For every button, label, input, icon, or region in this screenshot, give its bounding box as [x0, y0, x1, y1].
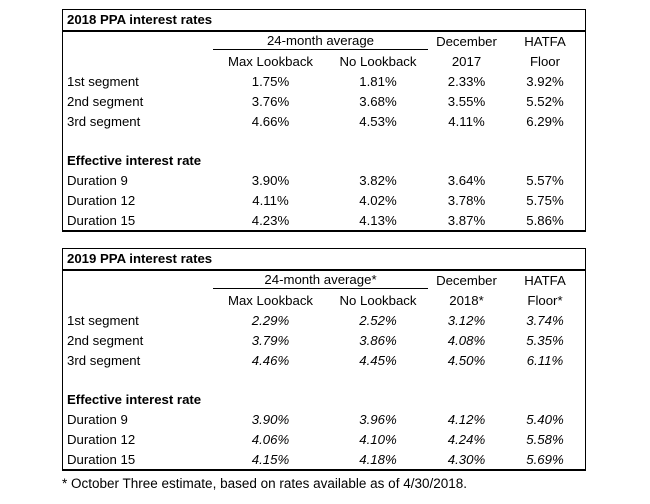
rate-value: 4.50%: [447, 352, 486, 368]
column-header-hatfa: HATFA: [524, 273, 566, 289]
table-2018-ppa-rates: 2018 PPA interest rates 24-month average…: [62, 9, 586, 232]
column-header-december: December: [436, 273, 497, 289]
rate-value: 3.82%: [359, 172, 397, 188]
rate-value: 5.52%: [526, 93, 564, 109]
rate-value: 5.69%: [526, 451, 564, 467]
empty-cell: [63, 131, 585, 151]
rate-value: 4.46%: [251, 352, 290, 368]
rate-value: 4.30%: [447, 451, 486, 467]
row-label: Duration 15: [67, 451, 136, 467]
column-group-header: 24-month average*: [213, 271, 428, 289]
rate-value: 3.12%: [447, 312, 486, 328]
row-label: Duration 9: [67, 411, 128, 427]
empty-cell: [63, 291, 213, 311]
section-header: Effective interest rate: [67, 392, 202, 408]
empty-cell: [63, 370, 585, 390]
section-header: Effective interest rate: [67, 153, 202, 169]
rate-value: 3.64%: [447, 172, 486, 188]
rate-value: 3.86%: [359, 332, 397, 348]
rate-value: 3.78%: [447, 192, 486, 208]
rate-value: 5.57%: [526, 172, 564, 188]
rate-value: 3.90%: [251, 172, 290, 188]
rate-value: 4.11%: [448, 113, 485, 129]
table-2019-ppa-rates: 2019 PPA interest rates 24-month average…: [62, 248, 586, 471]
table-grid-2018: 24-month average December HATFA Max Look…: [63, 32, 585, 230]
rate-value: 5.35%: [526, 332, 564, 348]
rate-value: 5.86%: [526, 212, 564, 228]
rate-value: 4.11%: [252, 192, 289, 208]
rate-value: 3.96%: [359, 411, 397, 427]
row-label: 2nd segment: [67, 93, 144, 109]
rate-value: 4.15%: [251, 451, 290, 467]
column-group-header: 24-month average: [213, 32, 428, 50]
rate-value: 3.74%: [526, 312, 564, 328]
table-title-2018: 2018 PPA interest rates: [63, 10, 585, 32]
table-title-2019: 2019 PPA interest rates: [63, 249, 585, 271]
rate-value: 2.29%: [251, 312, 290, 328]
row-label: 2nd segment: [67, 332, 144, 348]
row-label: 3rd segment: [67, 352, 141, 368]
row-label: Duration 12: [67, 431, 136, 447]
rate-value: 1.75%: [251, 73, 290, 89]
row-label: Duration 12: [67, 192, 136, 208]
column-header-hatfa: HATFA: [524, 34, 566, 50]
rate-value: 5.40%: [526, 411, 564, 427]
column-header-no-lookback: No Lookback: [339, 54, 417, 70]
rate-value: 3.90%: [251, 411, 290, 427]
row-label: Duration 9: [67, 172, 128, 188]
rate-value: 4.10%: [359, 431, 397, 447]
rate-value: 3.79%: [251, 332, 290, 348]
row-label: 1st segment: [67, 312, 139, 328]
column-header-max-lookback: Max Lookback: [227, 293, 314, 309]
table-grid-2019: 24-month average* December HATFA Max Loo…: [63, 271, 585, 469]
rate-value: 4.53%: [359, 113, 397, 129]
rate-value: 5.75%: [526, 192, 564, 208]
rate-value: 3.76%: [251, 93, 290, 109]
rate-value: 4.12%: [447, 411, 486, 427]
rate-value: 3.92%: [526, 73, 564, 89]
row-label: 1st segment: [67, 73, 139, 89]
rate-value: 4.45%: [359, 352, 397, 368]
rate-value: 5.58%: [526, 431, 564, 447]
column-header-max-lookback: Max Lookback: [227, 54, 314, 70]
rate-value: 2.33%: [447, 73, 486, 89]
rate-value: 4.24%: [447, 431, 486, 447]
column-header-floor: Floor*: [527, 293, 563, 309]
column-header-year: 2018*: [449, 293, 484, 309]
rate-value: 1.81%: [359, 73, 397, 89]
rate-value: 4.23%: [251, 212, 290, 228]
rate-value: 4.08%: [447, 332, 486, 348]
rate-value: 4.02%: [359, 192, 397, 208]
column-header-year: 2017: [451, 54, 482, 70]
column-header-december: December: [436, 34, 497, 50]
rate-value: 4.06%: [251, 431, 290, 447]
rate-value: 3.68%: [359, 93, 397, 109]
column-header-no-lookback: No Lookback: [339, 293, 417, 309]
footnote: * October Three estimate, based on rates…: [62, 476, 467, 491]
empty-cell: [63, 271, 213, 291]
rate-value: 6.29%: [526, 113, 564, 129]
rate-value: 3.87%: [447, 212, 486, 228]
rate-value: 4.66%: [251, 113, 290, 129]
column-header-floor: Floor: [529, 54, 561, 70]
rate-value: 2.52%: [359, 312, 397, 328]
rate-value: 6.11%: [526, 352, 564, 368]
row-label: Duration 15: [67, 212, 136, 228]
row-label: 3rd segment: [67, 113, 141, 129]
rate-value: 4.13%: [359, 212, 397, 228]
rate-value: 4.18%: [359, 451, 397, 467]
rate-value: 3.55%: [447, 93, 486, 109]
empty-cell: [63, 32, 213, 52]
empty-cell: [63, 52, 213, 72]
